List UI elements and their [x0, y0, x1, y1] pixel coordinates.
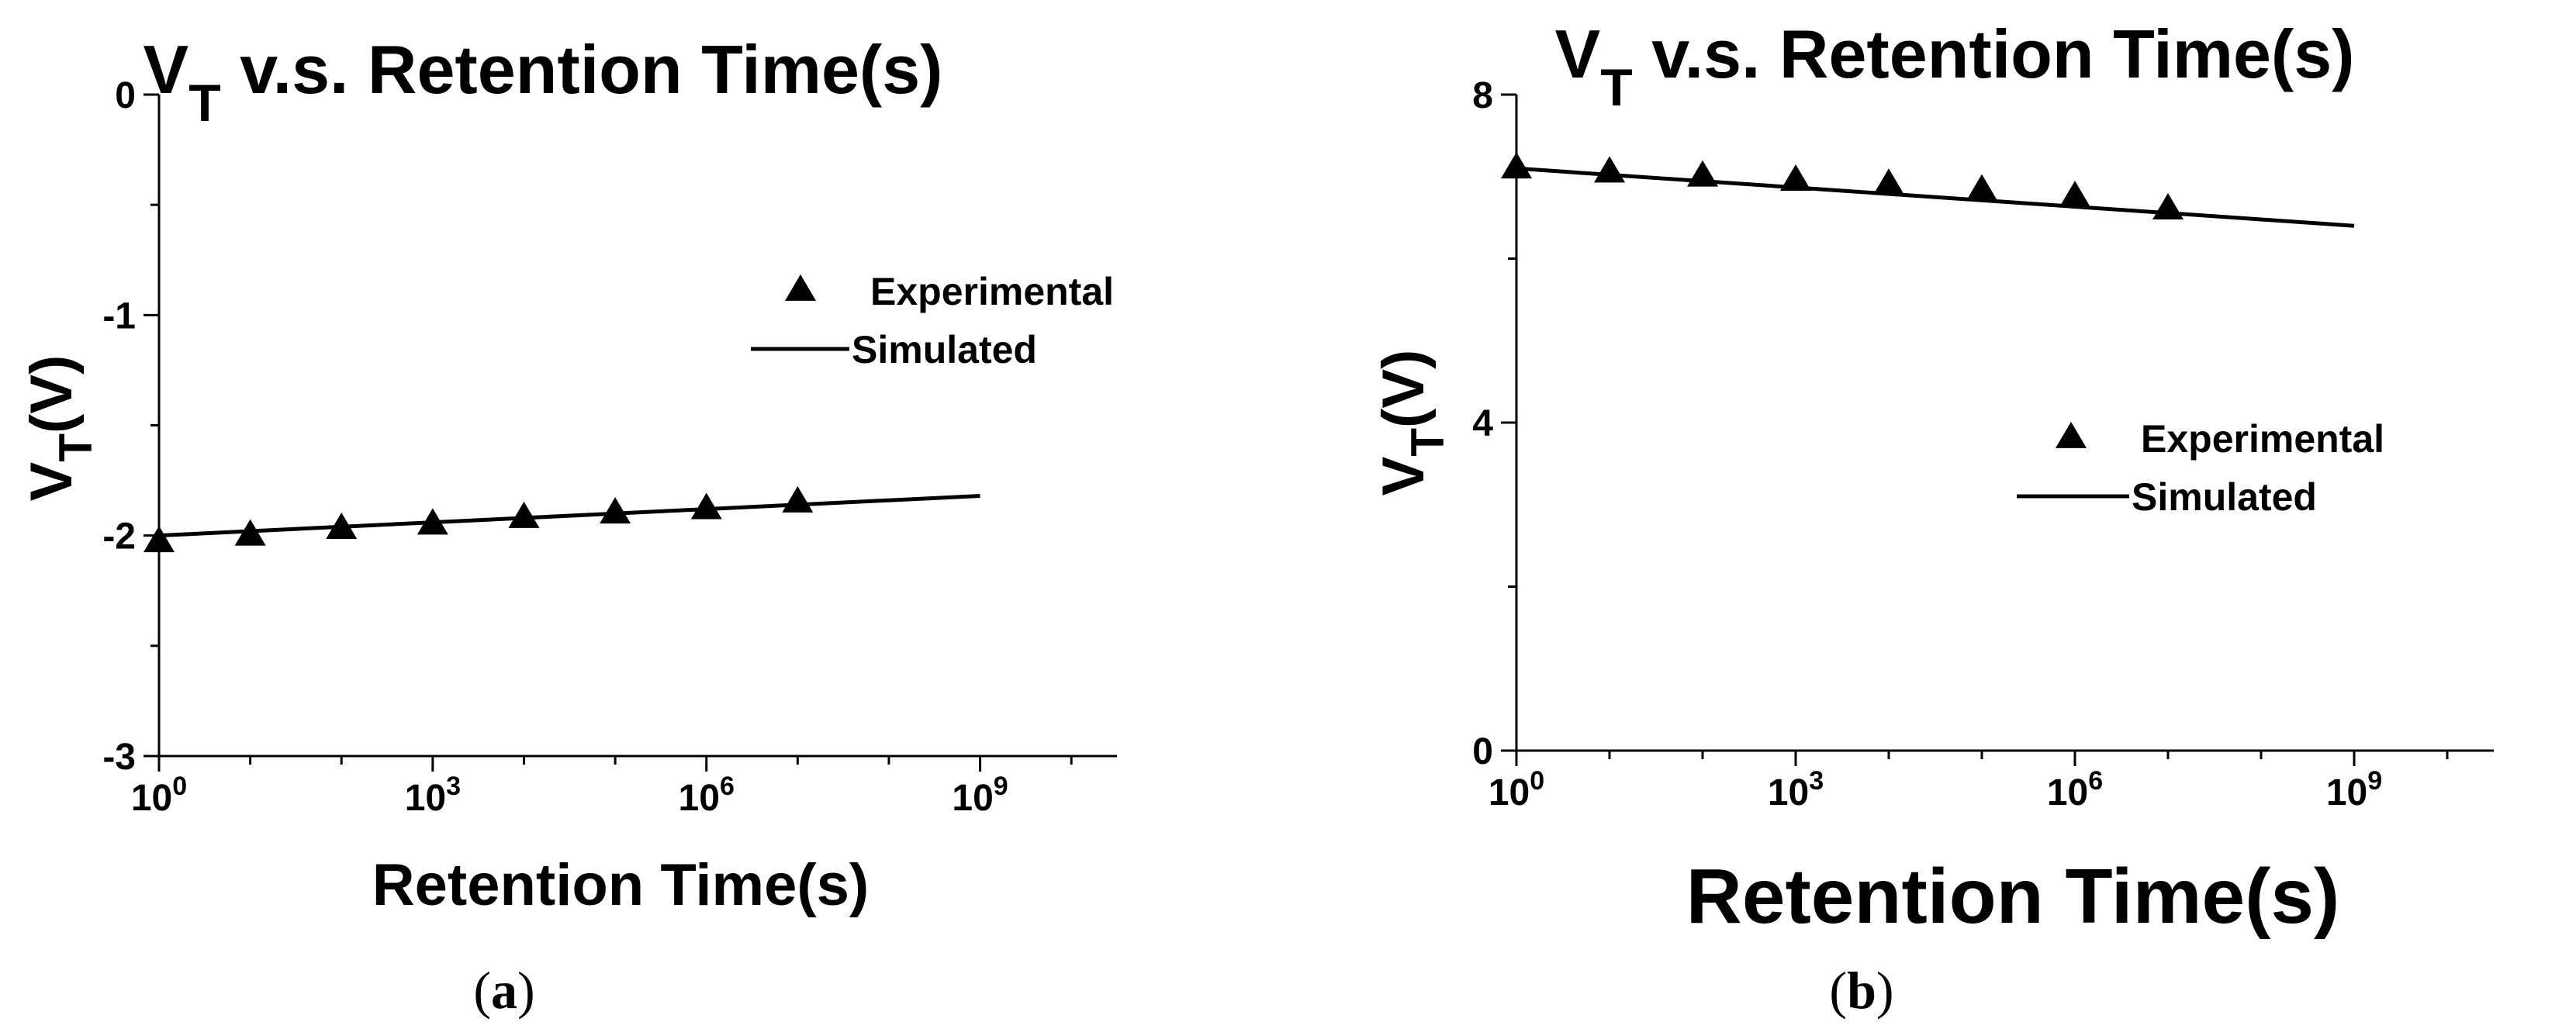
data-point-experimental — [1873, 168, 1904, 195]
legend-label-simulated: Simulated — [2132, 475, 2317, 519]
y-tick-label: 0 — [1472, 731, 1493, 772]
y-tick-label: -2 — [102, 516, 136, 558]
x-tick-label: 106 — [2047, 766, 2103, 813]
data-point-experimental — [2059, 181, 2090, 208]
data-point-experimental — [234, 519, 266, 546]
series-line-simulated — [1516, 166, 2355, 228]
data-point-experimental — [2152, 192, 2184, 219]
x-tick-label: 103 — [405, 772, 461, 819]
data-point-experimental — [326, 513, 358, 540]
legend: Experimental Simulated — [751, 270, 1114, 371]
y-axis-label: VT(V) — [1371, 350, 1454, 496]
chart-title: VT v.s. Retention Time(s) — [143, 31, 943, 133]
data-point-experimental — [1501, 152, 1532, 179]
legend-label-experimental: Experimental — [2141, 417, 2384, 461]
data-point-experimental — [1687, 160, 1718, 187]
y-tick-label: 4 — [1472, 403, 1493, 444]
legend-label-experimental: Experimental — [870, 270, 1114, 313]
data-point-experimental — [1780, 164, 1811, 191]
x-tick-label: 100 — [1489, 766, 1544, 813]
data-point-experimental — [1966, 174, 1997, 201]
x-tick-label: 103 — [1768, 766, 1824, 813]
chart-panel-a: 100 103 106 109 0 -1 -2 -3 VT v.s. Retention Tim… — [19, 31, 1117, 1020]
series-line-simulated — [158, 493, 980, 538]
y-tick-label: 0 — [115, 75, 136, 116]
legend-label-simulated: Simulated — [852, 328, 1037, 371]
panel-caption: (a) — [473, 961, 534, 1020]
data-point-experimental — [1594, 156, 1625, 183]
x-tick-label: 109 — [2326, 766, 2382, 813]
x-axis-label: Retention Time(s) — [1686, 853, 2340, 940]
data-point-experimental — [508, 501, 540, 528]
x-tick-label: 109 — [952, 772, 1008, 819]
y-tick-label: -3 — [102, 737, 136, 778]
data-point-experimental — [690, 492, 722, 520]
x-tick-label: 100 — [131, 772, 187, 819]
chart-title: VT v.s. Retention Time(s) — [1555, 16, 2355, 117]
data-point-experimental — [600, 497, 631, 524]
legend: Experimental Simulated — [2017, 417, 2384, 519]
y-tick-label: -1 — [102, 295, 136, 337]
data-point-experimental — [782, 485, 814, 513]
y-tick-label: 8 — [1472, 75, 1493, 116]
x-tick-label: 106 — [679, 772, 735, 819]
data-point-experimental — [143, 526, 175, 553]
data-point-experimental — [417, 508, 448, 535]
y-axis-label: VT(V) — [19, 355, 102, 502]
legend-marker-triangle — [785, 274, 816, 301]
x-axis-label: Retention Time(s) — [372, 852, 869, 918]
legend-marker-triangle — [2056, 421, 2087, 448]
panel-caption: (b) — [1829, 961, 1893, 1020]
chart-panel-b: 100 103 106 109 0 4 8 VT v.s. Retention Time(s)… — [1371, 16, 2494, 1020]
